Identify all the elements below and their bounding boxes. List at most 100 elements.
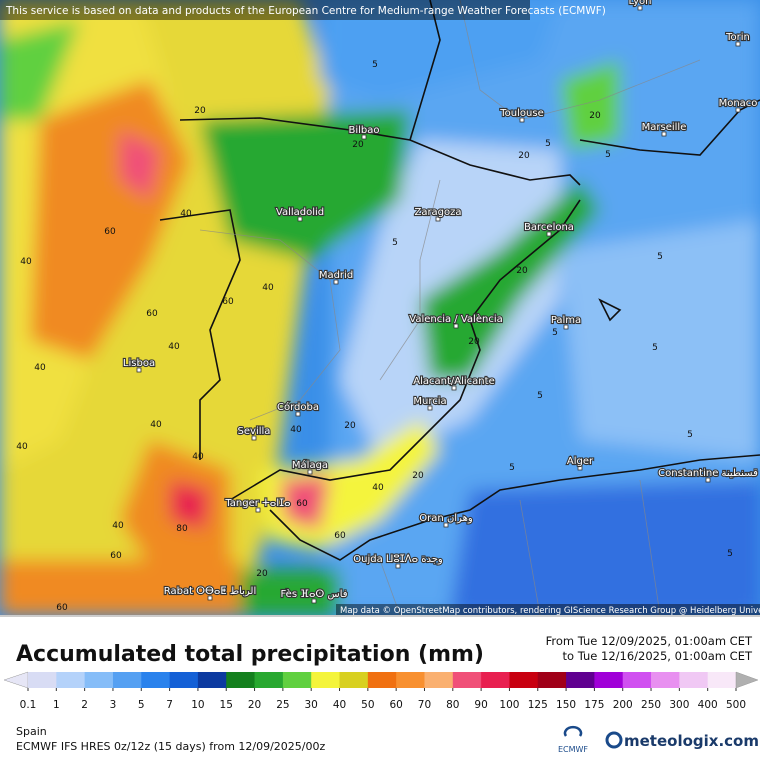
legend-swatch [509, 672, 539, 688]
legend-swatch [537, 672, 567, 688]
contour-label: 60 [104, 227, 116, 237]
contour-label: 20 [516, 266, 528, 276]
period-to: to Tue 12/16/2025, 01:00am CET [563, 649, 753, 663]
legend-label: 80 [446, 699, 459, 711]
city-label: Palma [551, 315, 581, 326]
city-marker [361, 134, 367, 140]
ecmwf-logo-text: ECMWF [558, 745, 588, 754]
contour-label: 5 [392, 238, 398, 248]
city-marker [519, 117, 525, 123]
contour-label: 60 [334, 531, 346, 541]
city-marker [427, 405, 433, 411]
legend-swatch [452, 672, 482, 688]
brand: meteologix.com [605, 731, 759, 750]
city-label: Barcelona [524, 222, 574, 233]
city-marker [333, 279, 339, 285]
contour-labels: 5 20 20 40 60 40 60 40 40 60 40 5 5 20 20 5 5 5 20 5 5 40 80 40… [16, 60, 733, 613]
legend-swatch [169, 672, 199, 688]
legend-label: 0.1 [20, 699, 37, 711]
city-marker [311, 598, 317, 604]
contour-label: 60 [56, 603, 68, 613]
city-marker [735, 107, 741, 113]
city-marker [307, 469, 313, 475]
legend-swatch [707, 672, 737, 688]
legend-swatch [197, 672, 227, 688]
city-marker [563, 324, 569, 330]
brand-name: meteologix.com [624, 732, 759, 750]
contour-label: 60 [222, 297, 234, 307]
legend-swatch [226, 672, 256, 688]
city-label: Alger [567, 456, 594, 467]
legend-label: 300 [669, 699, 689, 711]
legend-swatch [141, 672, 171, 688]
legend-label: 500 [726, 699, 746, 711]
legend-swatch [339, 672, 369, 688]
contour-label: 20 [256, 569, 268, 579]
city-label: Bilbao [348, 125, 379, 136]
contour-label: 40 [112, 521, 124, 531]
city-marker [661, 131, 667, 137]
legend-label: 15 [220, 699, 233, 711]
legend-swatch [112, 672, 142, 688]
legend-label: 90 [474, 699, 487, 711]
city-label: Monaco [719, 98, 758, 109]
legend-swatch [84, 672, 114, 688]
contour-label: 40 [180, 209, 192, 219]
legend-arrow-high [735, 671, 759, 689]
legend-label: 40 [333, 699, 346, 711]
legend-label: 3 [110, 699, 117, 711]
city-label: Lisboa [123, 358, 155, 369]
contour-label: 40 [168, 342, 180, 352]
legend-swatch [396, 672, 425, 688]
city-marker [577, 465, 583, 471]
contour-label: 5 [657, 252, 663, 262]
legend-label: 30 [305, 699, 318, 711]
contour-label: 5 [509, 463, 515, 473]
legend-label: 400 [698, 699, 718, 711]
contour-label: 5 [372, 60, 378, 70]
city-label: Toulouse [499, 108, 543, 119]
city-labels: Lyon Torin Monaco Toulouse Marseille Bilbao Va… [122, 0, 759, 604]
legend-swatch [367, 672, 397, 688]
contour-label: 5 [537, 391, 543, 401]
legend-swatch [311, 672, 341, 688]
city-marker [251, 435, 257, 441]
legend-label: 2 [81, 699, 88, 711]
contour-label: 20 [352, 140, 364, 150]
contour-label: 5 [727, 549, 733, 559]
legend-label: 70 [418, 699, 431, 711]
legend-label: 25 [276, 699, 289, 711]
legend-swatch [481, 672, 510, 688]
map-attribution: Map data © OpenStreetMap contributors, r… [340, 606, 760, 616]
ecmwf-notice: This service is based on data and produc… [5, 5, 606, 17]
city-marker [255, 507, 261, 513]
legend-arrow-low [3, 671, 29, 689]
city-label: Madrid [319, 270, 353, 281]
contour-label: 40 [34, 363, 46, 373]
city-marker [546, 231, 552, 237]
city-label: Tanger ⵜⴰⵏⵊⴰ [224, 498, 290, 509]
city-marker [395, 563, 401, 569]
legend-swatch [254, 672, 284, 688]
contour-label: 40 [290, 425, 302, 435]
contour-label: 5 [687, 430, 693, 440]
city-marker [295, 411, 301, 417]
city-label: Oran وهران [419, 513, 473, 524]
legend-label: 1 [53, 699, 60, 711]
city-label: Marseille [642, 122, 687, 133]
city-marker [705, 477, 711, 483]
city-marker [637, 5, 643, 11]
city-marker [451, 385, 457, 391]
contour-label: 40 [16, 442, 28, 452]
legend-swatch [28, 672, 57, 688]
city-label: Torin [725, 32, 750, 43]
model-run: ECMWF IFS HRES 0z/12z (15 days) from 12/… [16, 740, 326, 753]
legend-label: 60 [389, 699, 402, 711]
contour-label: 40 [20, 257, 32, 267]
city-marker [453, 323, 459, 329]
contour-label: 20 [412, 471, 424, 481]
contour-label: 5 [552, 328, 558, 338]
color-legend: 0.1 1 2 3 5 7 10 15 20 25 30 40 50 60 70 80 90 100 125 150 1… [3, 671, 759, 711]
legend-label: 125 [528, 699, 548, 711]
legend-label: 5 [138, 699, 145, 711]
